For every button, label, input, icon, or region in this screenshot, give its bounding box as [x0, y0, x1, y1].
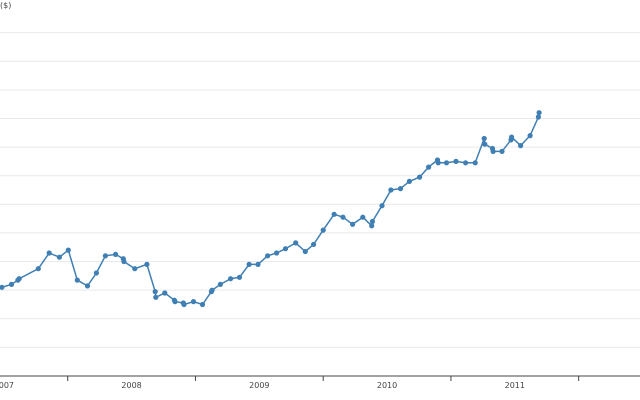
data-point-31 — [246, 261, 252, 267]
data-point-35 — [282, 246, 289, 252]
data-point-47 — [388, 187, 394, 193]
data-point-56 — [463, 160, 469, 166]
data-point-7 — [65, 247, 71, 253]
data-point-6 — [56, 254, 63, 260]
data-point-54 — [443, 160, 450, 166]
data-point-8 — [74, 277, 80, 283]
data-point-53 — [435, 160, 441, 166]
data-point-36 — [293, 240, 299, 246]
gridlines — [0, 32, 640, 348]
data-point-42 — [350, 221, 356, 227]
data-point-38 — [311, 241, 317, 247]
series — [0, 110, 542, 308]
data-point-41 — [340, 214, 346, 220]
data-point-51 — [426, 164, 432, 170]
data-point-16 — [144, 261, 150, 267]
data-point-24 — [190, 299, 197, 305]
data-point-27 — [209, 287, 215, 293]
data-point-61 — [490, 148, 496, 154]
data-point-33 — [265, 253, 271, 259]
data-point-67 — [535, 114, 542, 120]
data-point-21 — [172, 299, 178, 305]
data-point-45 — [369, 218, 375, 225]
data-point-49 — [406, 178, 412, 184]
x-axis: 2007 2008 2009 2010 2011 — [0, 375, 640, 390]
x-tick-label-2011: 2011 — [505, 381, 525, 390]
data-point-5 — [46, 250, 52, 256]
data-point-23 — [181, 301, 187, 308]
data-point-46 — [379, 203, 385, 209]
data-point-32 — [255, 261, 261, 267]
data-point-4 — [35, 266, 41, 272]
data-point-30 — [236, 274, 243, 280]
data-point-59 — [482, 141, 488, 147]
data-point-43 — [360, 214, 366, 220]
x-tick-label-2007: 2007 — [0, 381, 14, 390]
data-point-50 — [417, 174, 423, 180]
data-point-66 — [527, 133, 533, 139]
data-point-17 — [152, 289, 158, 295]
data-point-39 — [320, 227, 326, 233]
data-point-68 — [536, 110, 542, 116]
data-point-58 — [481, 135, 487, 142]
data-point-34 — [274, 250, 280, 256]
x-tick-label-2009: 2009 — [249, 381, 269, 390]
data-point-25 — [199, 301, 206, 308]
data-point-14 — [121, 258, 127, 265]
data-point-0 — [0, 284, 5, 290]
data-point-15 — [132, 266, 138, 272]
data-point-3 — [16, 276, 22, 282]
data-point-64 — [509, 134, 515, 140]
data-point-10 — [93, 270, 99, 276]
data-point-37 — [302, 248, 308, 255]
data-point-65 — [518, 143, 524, 149]
series-line-0 — [1, 112, 540, 306]
data-point-1 — [8, 281, 15, 287]
data-point-40 — [331, 211, 337, 217]
data-point-28 — [217, 281, 223, 287]
data-point-57 — [472, 160, 478, 166]
data-point-18 — [153, 294, 159, 300]
data-point-44 — [369, 223, 375, 229]
data-point-12 — [113, 251, 119, 257]
data-point-55 — [453, 158, 459, 164]
data-point-29 — [228, 276, 234, 282]
data-point-62 — [499, 148, 505, 154]
x-tick-label-2008: 2008 — [121, 381, 141, 390]
y-axis-title: ($) — [0, 1, 11, 10]
data-point-48 — [397, 186, 404, 192]
data-point-19 — [162, 290, 168, 296]
data-point-11 — [102, 253, 108, 259]
data-point-9 — [84, 283, 91, 289]
x-tick-label-2010: 2010 — [377, 381, 397, 390]
